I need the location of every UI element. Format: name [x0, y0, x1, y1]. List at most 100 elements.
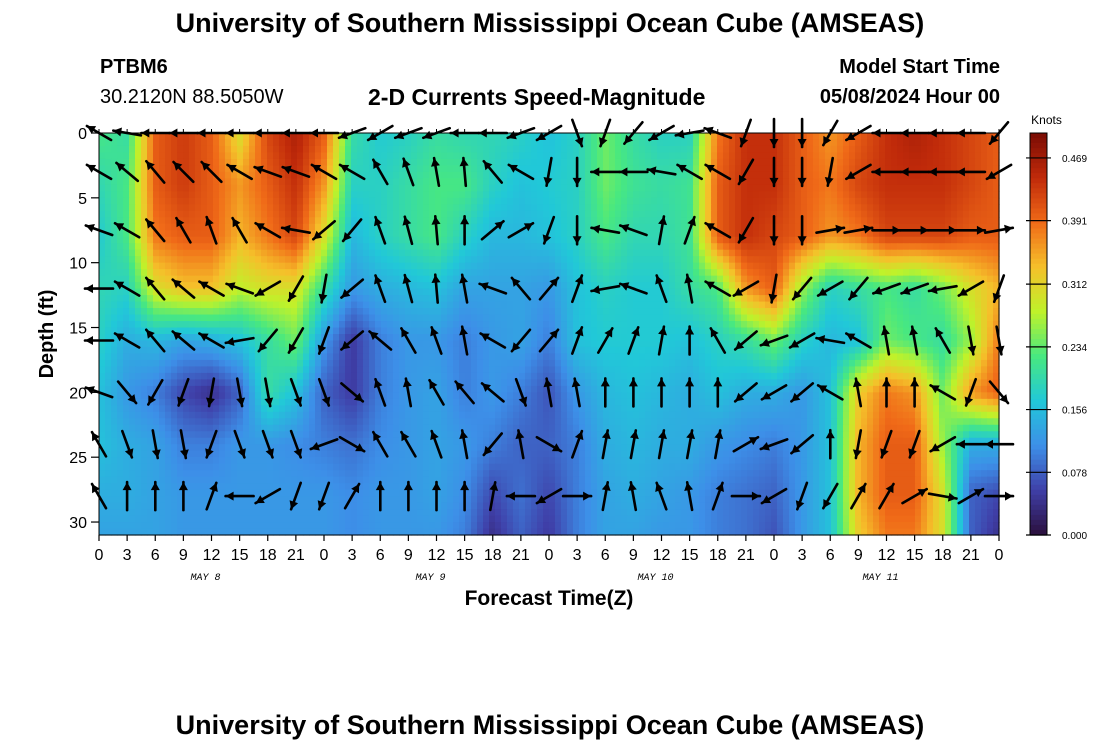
heatmap-cell [303, 321, 310, 329]
heatmap-cell [699, 340, 706, 348]
heatmap-cell [123, 249, 130, 257]
heatmap-cell [417, 184, 424, 192]
heatmap-cell [423, 275, 430, 283]
heatmap-cell [159, 256, 166, 264]
heatmap-cell [303, 334, 310, 342]
heatmap-cell [459, 139, 466, 147]
heatmap-cell [903, 256, 910, 264]
heatmap-cell [435, 145, 442, 154]
heatmap-cell [321, 262, 328, 270]
heatmap-cell [297, 210, 304, 218]
heatmap-cell [429, 191, 436, 199]
heatmap-cell [615, 191, 622, 199]
heatmap-cell [477, 256, 484, 264]
heatmap-cell [891, 275, 898, 283]
heatmap-cell [351, 269, 358, 277]
heatmap-cell [249, 139, 256, 147]
heatmap-cell [507, 301, 514, 309]
heatmap-cell [735, 139, 742, 147]
heatmap-cell [807, 152, 814, 160]
heatmap-cell [543, 191, 550, 199]
heatmap-cell [711, 262, 718, 270]
heatmap-cell [213, 217, 220, 225]
heatmap-cell [801, 191, 808, 199]
heatmap-cell [165, 197, 172, 205]
heatmap-cell [885, 184, 892, 192]
heatmap-cell [171, 145, 178, 154]
heatmap-cell [333, 230, 340, 238]
heatmap-cell [567, 249, 574, 257]
heatmap-cell [897, 334, 904, 342]
heatmap-cell [117, 145, 124, 154]
heatmap-cell [699, 165, 706, 173]
heatmap-cell [267, 269, 274, 277]
heatmap-cell [243, 165, 250, 173]
heatmap-cell [441, 269, 448, 277]
heatmap-cell [387, 275, 394, 283]
heatmap-cell [453, 158, 460, 167]
heatmap-cell [945, 327, 952, 335]
heatmap-cell [657, 145, 664, 154]
heatmap-cell [333, 269, 340, 277]
heatmap-cell [297, 133, 304, 141]
heatmap-cell [249, 230, 256, 238]
heatmap-cell [381, 152, 388, 160]
heatmap-cell [669, 295, 676, 303]
heatmap-cell [285, 321, 292, 329]
heatmap-cell [801, 171, 808, 179]
heatmap-cell [249, 152, 256, 160]
heatmap-cell [705, 139, 712, 147]
heatmap-cell [321, 152, 328, 160]
heatmap-cell [471, 204, 478, 212]
heatmap-cell [147, 139, 154, 147]
heatmap-cell [363, 321, 370, 329]
heatmap-cell [789, 314, 796, 322]
heatmap-cell [609, 308, 616, 316]
heatmap-cell [519, 236, 526, 244]
heatmap-cell [651, 171, 658, 179]
heatmap-cell [441, 139, 448, 147]
heatmap-cell [969, 288, 976, 296]
heatmap-cell [555, 152, 562, 160]
heatmap-cell [123, 262, 130, 270]
heatmap-cell [219, 243, 226, 251]
heatmap-cell [561, 191, 568, 199]
heatmap-cell [105, 243, 112, 251]
heatmap-cell [555, 314, 562, 322]
heatmap-cell [405, 301, 412, 309]
heatmap-cell [489, 217, 496, 225]
heatmap-cell [729, 230, 736, 238]
heatmap-cell [615, 236, 622, 244]
heatmap-cell [249, 158, 256, 167]
heatmap-cell [675, 321, 682, 329]
heatmap-cell [357, 334, 364, 342]
heatmap-cell [729, 152, 736, 160]
heatmap-cell [495, 308, 502, 316]
heatmap-cell [585, 295, 592, 303]
heatmap-cell [111, 308, 118, 316]
heatmap-cell [777, 223, 784, 231]
heatmap-cell [873, 275, 880, 283]
heatmap-cell [423, 282, 430, 290]
heatmap-cell [747, 133, 754, 141]
heatmap-cell [261, 301, 268, 309]
heatmap-cell [315, 256, 322, 264]
heatmap-cell [645, 184, 652, 192]
heatmap-cell [171, 210, 178, 218]
heatmap-cell [267, 165, 274, 173]
heatmap-cell [915, 197, 922, 205]
heatmap-cell [807, 327, 814, 335]
heatmap-cell [303, 256, 310, 264]
heatmap-cell [969, 197, 976, 205]
heatmap-cell [729, 262, 736, 270]
heatmap-cell [303, 236, 310, 244]
heatmap-cell [525, 184, 532, 192]
heatmap-cell [921, 308, 928, 316]
heatmap-cell [447, 223, 454, 231]
heatmap-cell [783, 327, 790, 335]
heatmap-cell [867, 178, 874, 186]
heatmap-cell [255, 230, 262, 238]
heatmap-cell [171, 301, 178, 309]
heatmap-cell [909, 288, 916, 296]
heatmap-cell [129, 321, 136, 329]
